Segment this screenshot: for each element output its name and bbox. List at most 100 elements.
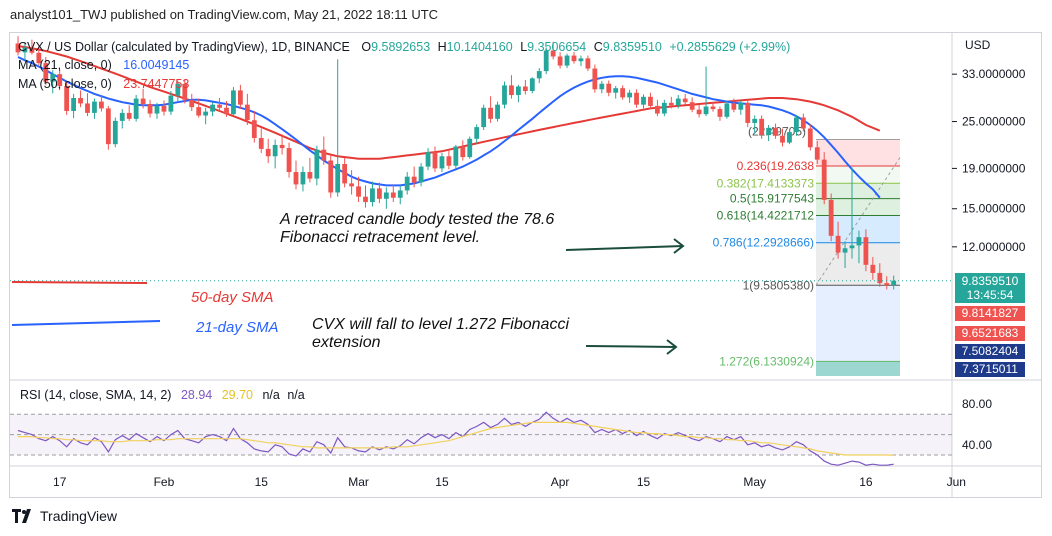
candle — [682, 93, 688, 105]
candle — [446, 149, 452, 170]
candle-body — [738, 102, 744, 110]
candle-body — [119, 112, 125, 121]
ohlc-change: +0.2855629 (+2.99%) — [669, 40, 791, 54]
candle — [244, 93, 250, 126]
candle-body — [411, 176, 417, 183]
sma21-sample-line — [11, 320, 161, 326]
candle-body — [821, 159, 827, 200]
fib-level-label: 0.236(19.2638 — [737, 159, 815, 173]
candle — [64, 82, 70, 115]
rsi-legend[interactable]: RSI (14, close, SMA, 14, 2) 28.94 29.70 … — [20, 388, 305, 402]
candle — [668, 96, 674, 109]
candle-body — [363, 196, 368, 203]
candle-body — [342, 163, 348, 184]
candle-body — [522, 86, 528, 92]
candle — [231, 87, 236, 117]
candle — [800, 113, 806, 132]
candle-body — [502, 85, 507, 105]
candle-body — [112, 120, 118, 145]
price-axis-unit: USD — [965, 38, 991, 52]
candle-body — [627, 92, 632, 98]
price-tag-4: 7.5082404 — [955, 344, 1025, 359]
candle — [460, 140, 466, 161]
candle-body — [168, 95, 174, 112]
candle-body — [509, 85, 514, 96]
candle-body — [224, 107, 229, 115]
candle — [620, 85, 626, 100]
candle-body — [182, 83, 188, 100]
candle — [613, 85, 619, 99]
fall-line-1: CVX will fall to level 1.272 Fibonacci — [312, 316, 570, 333]
candle-body — [668, 102, 674, 106]
candle — [15, 36, 21, 56]
price-tick-label: 15.0000000 — [962, 202, 1026, 216]
rsi-tick-label: 40.00 — [962, 438, 992, 452]
candle-body — [356, 186, 361, 197]
candle-body — [210, 104, 215, 112]
candle — [599, 81, 605, 94]
ma50-legend[interactable]: MA (50, close, 0) 23.7447753 — [18, 77, 189, 91]
price-tag-3: 9.6521683 — [955, 326, 1025, 341]
candle — [453, 144, 459, 169]
rsi-label: RSI (14, close, SMA, 14, 2) — [20, 388, 172, 402]
candle-body — [175, 83, 181, 96]
candle-body — [231, 90, 236, 115]
candle-body — [661, 102, 667, 114]
arrow-shaft — [565, 245, 684, 251]
candle — [328, 153, 334, 198]
candle — [314, 145, 320, 186]
candle — [856, 230, 862, 264]
candle — [390, 184, 396, 203]
candle-body — [92, 101, 97, 113]
candle — [516, 84, 521, 103]
candle — [675, 95, 681, 109]
candle — [175, 80, 181, 101]
candle — [564, 53, 570, 69]
candle — [377, 182, 382, 204]
fib-target-zone — [816, 361, 900, 376]
candle — [780, 128, 785, 147]
candle-body — [425, 152, 431, 167]
candle-body — [488, 107, 493, 119]
time-tick-label: 15 — [255, 475, 269, 489]
time-tick-label: Apr — [551, 475, 570, 489]
candle-body — [599, 83, 605, 90]
candle-body — [835, 235, 841, 253]
candle-body — [279, 144, 285, 149]
candle-body — [349, 183, 354, 187]
candle-body — [516, 86, 521, 96]
candle-body — [217, 104, 222, 108]
candle-body — [99, 101, 104, 109]
candle-body — [460, 146, 466, 158]
candle — [467, 136, 473, 159]
candle-body — [759, 118, 765, 136]
ma21-legend[interactable]: MA (21, close, 0) 16.0049145 — [18, 58, 189, 72]
tradingview-logo-icon — [12, 509, 34, 523]
candle — [550, 41, 556, 60]
rsi-line — [17, 411, 894, 466]
candle — [85, 93, 90, 117]
rsi-pane: 80.00 40.00 — [10, 397, 992, 466]
candle-body — [849, 245, 855, 249]
candle — [404, 172, 410, 195]
candle-body — [377, 188, 382, 199]
retrace-annotation: A retraced candle body tested the 78.6 F… — [280, 211, 554, 247]
candle-body — [446, 156, 452, 166]
candle — [425, 148, 431, 171]
rsi-value: 28.94 — [180, 388, 213, 402]
candle — [168, 91, 174, 115]
candle-body — [390, 192, 396, 198]
ma21-label: MA (21, close, 0) — [18, 58, 112, 72]
candle-body — [731, 103, 737, 110]
candle-body — [703, 106, 709, 115]
tradingview-logo[interactable]: TradingView — [12, 508, 117, 524]
fibonacci-tool: 0.236(19.2638 0.382(17.4133373 0.5(15.9177… — [713, 125, 901, 376]
candle-body — [613, 88, 619, 93]
candle — [821, 152, 827, 205]
candle-body — [300, 172, 306, 185]
candle-body — [564, 55, 570, 66]
candle-body — [766, 127, 771, 136]
candle-body — [752, 118, 758, 123]
symbol-legend[interactable]: CVX / US Dollar (calculated by TradingVi… — [18, 40, 790, 54]
